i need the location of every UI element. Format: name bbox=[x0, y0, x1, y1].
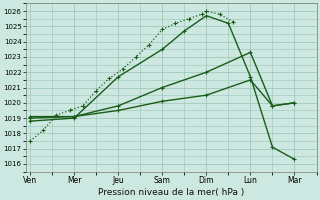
X-axis label: Pression niveau de la mer( hPa ): Pression niveau de la mer( hPa ) bbox=[98, 188, 244, 197]
